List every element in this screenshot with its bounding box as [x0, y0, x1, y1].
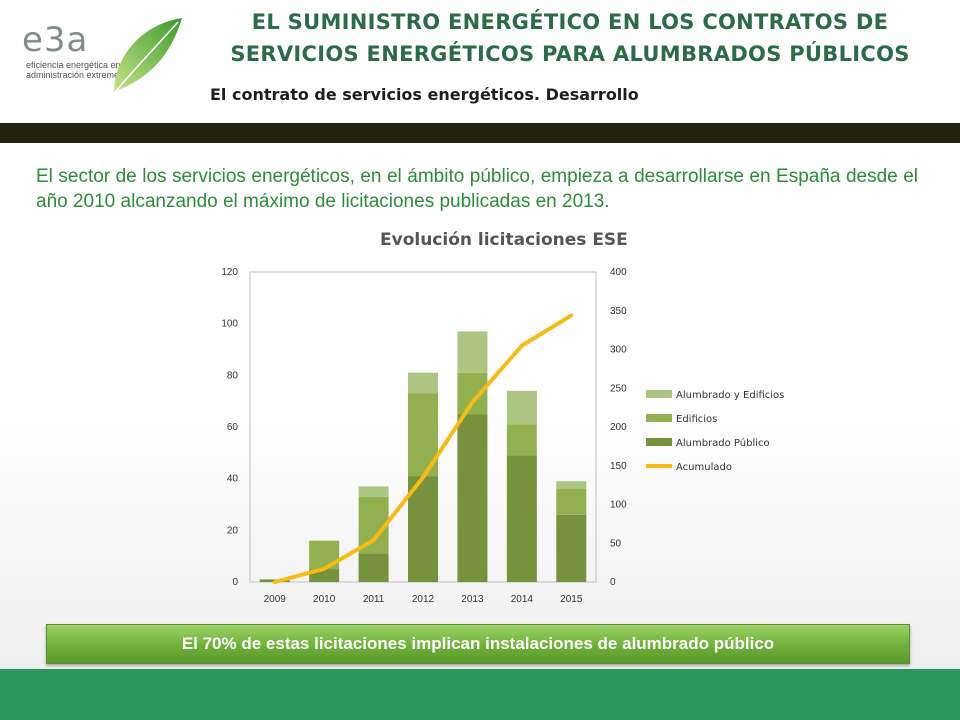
highlight-banner-text: El 70% de estas licitaciones implican in… — [181, 634, 775, 653]
bar-alumbrado-público-2011 — [358, 553, 389, 582]
intro-paragraph: El sector de los servicios energéticos, … — [36, 166, 918, 212]
header-divider — [0, 123, 960, 143]
logo-tagline: eficiencia energética en la administraci… — [26, 60, 131, 80]
legend-swatch-alumbrado-público — [646, 438, 672, 446]
x-tick-label: 2013 — [461, 594, 484, 605]
x-tick-label: 2010 — [313, 594, 336, 605]
bar-edificios-2014 — [506, 424, 537, 456]
y2-tick-label: 400 — [610, 267, 627, 278]
bar-alumbrado-y-edificios-2015 — [556, 481, 587, 489]
page-subtitle: El contrato de servicios energéticos. De… — [210, 85, 639, 104]
chart-title: Evolución licitaciones ESE — [380, 230, 628, 250]
y-tick-label: 20 — [227, 525, 239, 536]
bar-edificios-2013 — [457, 372, 488, 415]
x-tick-label: 2012 — [412, 594, 435, 605]
bar-alumbrado-y-edificios-2011 — [358, 486, 389, 497]
y2-tick-label: 300 — [610, 345, 627, 356]
leaf-icon — [109, 18, 182, 99]
logo-name: e3a — [22, 20, 89, 60]
legend-label: Alumbrado y Edificios — [676, 390, 784, 401]
footer-band — [0, 669, 960, 720]
legend-swatch-alumbrado-y-edificios — [646, 390, 672, 398]
bar-alumbrado-público-2015 — [556, 514, 587, 582]
y2-tick-label: 50 — [610, 538, 622, 549]
y2-tick-label: 150 — [610, 461, 627, 472]
legend-label: Edificios — [676, 414, 717, 425]
legend-label: Alumbrado Público — [676, 437, 770, 449]
x-tick-label: 2011 — [363, 594, 385, 605]
bar-alumbrado-público-2013 — [457, 414, 488, 582]
legend-label: Acumulado — [676, 462, 732, 473]
x-tick-label: 2014 — [511, 594, 534, 605]
y2-tick-label: 200 — [610, 422, 627, 433]
x-tick-label: 2015 — [560, 594, 583, 605]
page-title: EL SUMINISTRO ENERGÉTICO EN LOS CONTRATO… — [230, 10, 910, 66]
bar-alumbrado-y-edificios-2014 — [506, 390, 537, 425]
bar-alumbrado-público-2014 — [506, 455, 537, 582]
legend-swatch-edificios — [646, 414, 672, 422]
y2-tick-label: 250 — [610, 383, 627, 394]
y-tick-label: 40 — [227, 474, 239, 485]
bar-alumbrado-público-2012 — [408, 476, 438, 582]
y2-tick-label: 350 — [610, 306, 627, 317]
bar-edificios-2015 — [556, 489, 587, 515]
y-tick-label: 100 — [221, 319, 238, 330]
bar-alumbrado-y-edificios-2012 — [408, 372, 438, 394]
y-tick-label: 60 — [227, 422, 239, 433]
y2-tick-label: 0 — [610, 577, 616, 588]
y-tick-label: 80 — [227, 370, 239, 381]
y2-tick-label: 100 — [610, 500, 627, 511]
logo: e3a eficiencia energética en la administ… — [14, 14, 184, 102]
y-tick-label: 0 — [232, 577, 238, 588]
x-tick-label: 2009 — [264, 594, 287, 605]
y-tick-label: 120 — [221, 267, 238, 278]
highlight-banner: El 70% de estas licitaciones implican in… — [46, 624, 910, 664]
bar-alumbrado-y-edificios-2013 — [457, 331, 488, 373]
licitaciones-chart: 0 20 40 60 80 100 120 0 50 100 150 200 250 300 350 400 2… — [221, 267, 784, 605]
